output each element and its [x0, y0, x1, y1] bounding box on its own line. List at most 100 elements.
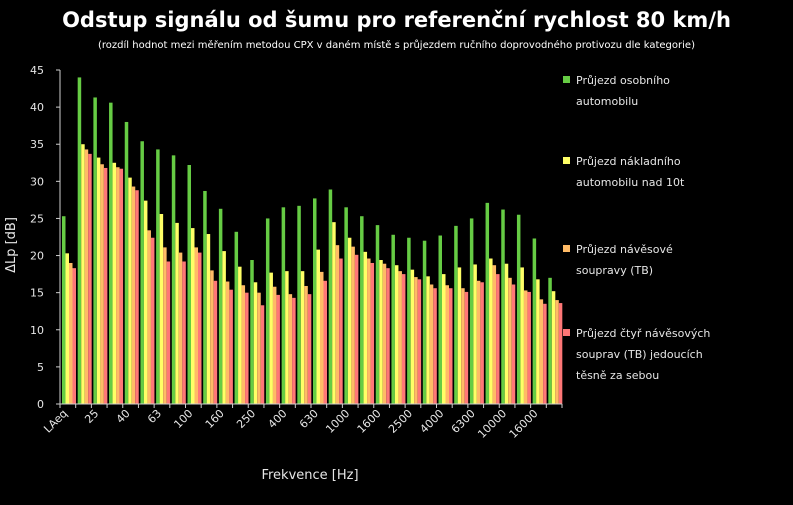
- bar: [109, 102, 113, 404]
- bar: [504, 263, 509, 404]
- x-tick-label: 6300: [449, 407, 478, 436]
- legend-label: Průjezd návěsové: [576, 243, 673, 256]
- bar: [454, 225, 458, 404]
- bar: [351, 246, 355, 404]
- bar: [213, 280, 218, 404]
- bar: [292, 297, 296, 404]
- bar: [536, 279, 540, 404]
- bar: [417, 279, 422, 404]
- bar: [166, 261, 171, 404]
- y-axis-label: ΔLp [dB]: [4, 217, 19, 273]
- legend-label: souprav (TB) jedoucích: [576, 348, 703, 361]
- bar: [288, 294, 293, 404]
- x-tick-label: 40: [114, 407, 133, 426]
- bar: [112, 162, 117, 404]
- bar: [363, 251, 368, 404]
- bar: [555, 300, 559, 404]
- bar: [100, 164, 104, 404]
- bar: [328, 189, 333, 404]
- bar: [457, 267, 462, 404]
- bar: [65, 253, 69, 404]
- x-axis-ticks: LAeq 25 40 63 100 160 250 400 630 1000 1600 2500 400…: [41, 404, 563, 441]
- bar: [520, 267, 524, 404]
- bar: [260, 305, 265, 404]
- bar: [516, 214, 521, 404]
- x-tick-label: 63: [145, 407, 164, 426]
- bar: [128, 177, 132, 404]
- bar: [84, 149, 89, 404]
- bar: [543, 303, 547, 404]
- legend-label: soupravy (TB): [576, 264, 653, 277]
- bar: [81, 144, 85, 404]
- bar: [88, 153, 92, 404]
- bar: [332, 222, 336, 404]
- x-tick-label: 10000: [475, 407, 509, 441]
- bar: [163, 247, 167, 404]
- bar: [360, 216, 364, 404]
- bar: [143, 200, 148, 404]
- bar: [297, 205, 301, 404]
- y-tick-label: 0: [37, 398, 44, 411]
- bar: [469, 218, 474, 404]
- bar: [150, 237, 155, 404]
- bar: [285, 271, 289, 404]
- x-tick-label: 100: [171, 407, 195, 431]
- bar: [323, 280, 327, 404]
- bar: [461, 288, 465, 404]
- bar: [119, 168, 124, 404]
- bar: [178, 252, 183, 404]
- bar: [464, 291, 469, 404]
- bar: [124, 121, 129, 405]
- bar: [194, 247, 198, 404]
- bar: [394, 265, 399, 404]
- bar: [489, 258, 493, 404]
- bar: [354, 254, 359, 404]
- bar: [379, 260, 383, 404]
- bar: [300, 271, 305, 404]
- bar: [320, 271, 324, 404]
- chart-subtitle: (rozdíl hodnot mezi měřením metodou CPX …: [98, 40, 695, 51]
- bar: [241, 285, 246, 404]
- bar: [539, 299, 544, 404]
- y-tick-label: 15: [30, 287, 44, 300]
- bar: [501, 209, 505, 404]
- bar: [203, 190, 207, 404]
- bar: [492, 265, 497, 404]
- bar: [229, 289, 233, 404]
- bar: [496, 274, 500, 404]
- bar: [257, 292, 261, 404]
- bar: [131, 186, 136, 404]
- bar: [77, 77, 82, 405]
- bar: [253, 282, 258, 404]
- x-tick-label: 400: [266, 407, 290, 431]
- legend-label: Průjezd čtyř návěsových: [576, 327, 710, 340]
- bar: [250, 260, 254, 404]
- bar: [156, 149, 160, 404]
- bar: [375, 225, 380, 404]
- bar: [218, 208, 223, 404]
- bar: [532, 238, 537, 404]
- bar: [449, 288, 453, 404]
- bar: [69, 262, 73, 404]
- bar: [551, 291, 556, 404]
- y-tick-label: 5: [37, 361, 44, 374]
- bar: [265, 218, 270, 404]
- bar: [508, 277, 512, 404]
- legend: Průjezd osobního automobilu Průjezd náklad…: [563, 74, 710, 382]
- bar: [527, 291, 531, 404]
- bar: [407, 237, 411, 404]
- x-tick-label: 4000: [417, 407, 446, 436]
- bar: [191, 228, 195, 404]
- bar: [140, 141, 144, 404]
- bar: [222, 251, 226, 404]
- bar: [182, 261, 186, 404]
- bar: [429, 284, 434, 404]
- bar: [276, 294, 280, 404]
- x-tick-label: 16000: [507, 407, 541, 441]
- bar: [96, 157, 101, 404]
- bar: [187, 165, 191, 404]
- bar: [401, 274, 406, 404]
- bar: [433, 288, 437, 404]
- bar: [511, 284, 516, 404]
- bar: [445, 285, 449, 404]
